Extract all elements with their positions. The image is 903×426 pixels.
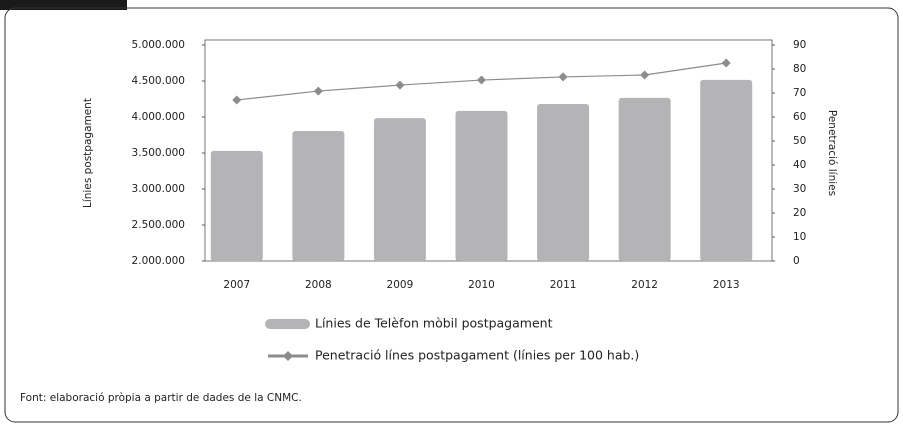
bar bbox=[537, 104, 590, 261]
y2-tick-label: 20 bbox=[793, 207, 806, 219]
y2-tick-label: 80 bbox=[793, 63, 806, 75]
frame bbox=[4, 7, 899, 423]
y2-tick-label: 50 bbox=[793, 135, 806, 147]
x-tick-label: 2013 bbox=[713, 279, 740, 291]
y2-tick-label: 0 bbox=[793, 255, 800, 267]
line-marker bbox=[640, 70, 650, 80]
bar bbox=[700, 79, 753, 261]
y2-tick-label: 70 bbox=[793, 87, 806, 99]
y2-tick-label: 40 bbox=[793, 159, 806, 171]
x-tick-label: 2008 bbox=[305, 279, 332, 291]
x-tick-label: 2012 bbox=[631, 279, 658, 291]
legend-label: Penetració línes postpagament (línies pe… bbox=[315, 348, 639, 363]
y2-axis-label: Penetració línies bbox=[826, 110, 838, 196]
bar bbox=[210, 150, 263, 261]
y-tick-label: 5.000.000 bbox=[132, 39, 185, 51]
y-tick-label: 3.000.000 bbox=[132, 183, 185, 195]
line-marker bbox=[313, 86, 323, 96]
legend-swatch bbox=[265, 319, 310, 329]
legend-marker bbox=[283, 351, 293, 361]
x-tick-label: 2009 bbox=[387, 279, 414, 291]
line-marker bbox=[477, 75, 486, 85]
y-tick-label: 2.000.000 bbox=[132, 255, 185, 267]
y-tick-label: 4.000.000 bbox=[132, 111, 185, 123]
line-marker bbox=[395, 80, 405, 90]
y2-tick-label: 30 bbox=[793, 183, 806, 195]
bar bbox=[373, 118, 426, 261]
bar bbox=[292, 131, 345, 261]
source: Font: elaboració pròpia a partir de dade… bbox=[20, 392, 302, 404]
bar bbox=[455, 110, 508, 261]
y2-tick-label: 90 bbox=[793, 39, 806, 51]
line-marker bbox=[721, 58, 731, 68]
legend-label: Línies de Telèfon mòbil postpagament bbox=[315, 316, 553, 331]
bar bbox=[618, 97, 671, 261]
x-tick-label: 2010 bbox=[468, 279, 495, 291]
x-tick-label: 2011 bbox=[550, 279, 577, 291]
y-axis-label: Línies postpagament bbox=[82, 98, 94, 208]
header-tab bbox=[0, 0, 127, 10]
y-tick-label: 2.500.000 bbox=[132, 219, 185, 231]
x-tick-label: 2007 bbox=[223, 279, 250, 291]
y-tick-label: 3.500.000 bbox=[132, 147, 185, 159]
line-marker bbox=[232, 95, 242, 105]
y2-tick-label: 10 bbox=[793, 231, 806, 243]
y-tick-label: 4.500.000 bbox=[132, 75, 185, 87]
y2-tick-label: 60 bbox=[793, 111, 806, 123]
line-marker bbox=[558, 72, 568, 82]
